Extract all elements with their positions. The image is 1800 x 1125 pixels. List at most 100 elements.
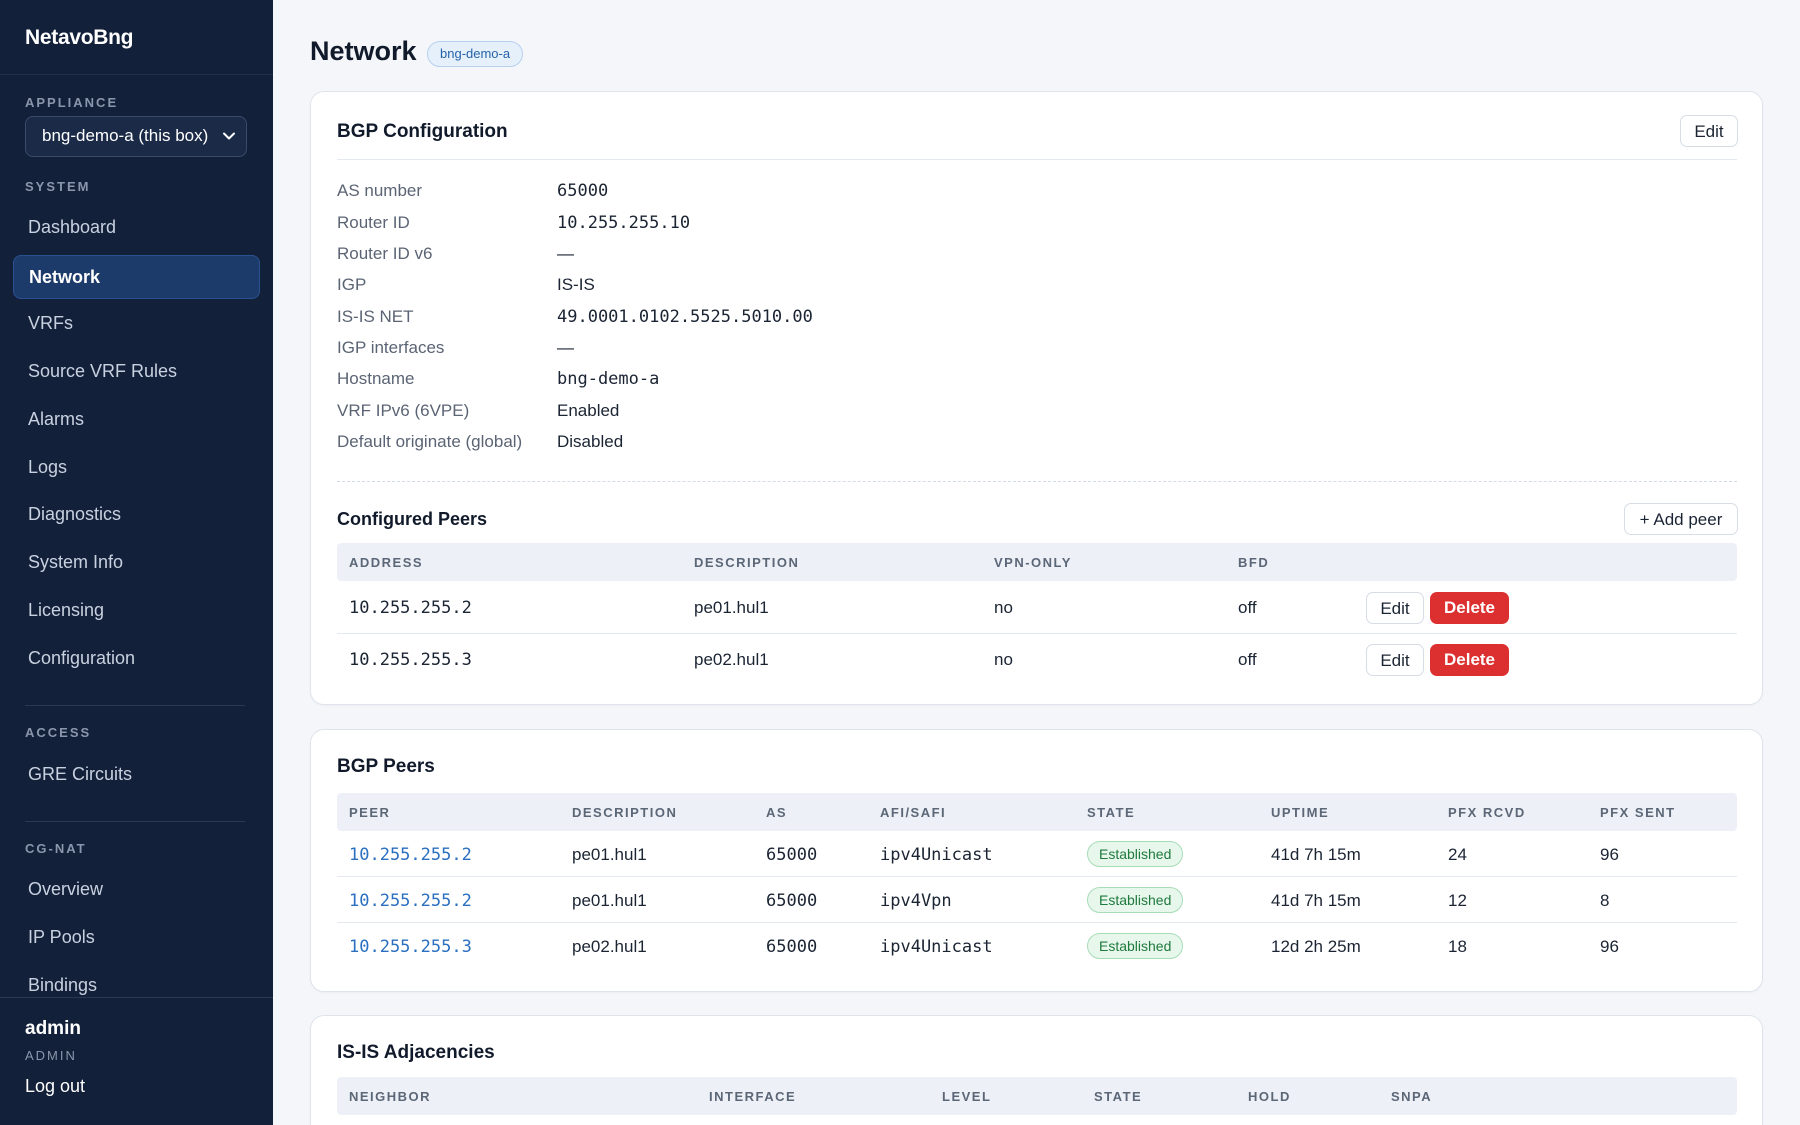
bgp-peers-title: BGP Peers [337, 756, 435, 777]
peer-uptime: 41d 7h 15m [1271, 845, 1361, 864]
edit-peer-button[interactable]: Edit [1366, 592, 1424, 624]
field-label: Router ID v6 [337, 244, 433, 263]
nav-alarms[interactable]: Alarms [28, 409, 85, 429]
column-header: ADDRESS [349, 555, 424, 570]
field-value: IS-IS [557, 275, 595, 294]
nav-gre-circuits[interactable]: GRE Circuits [28, 764, 133, 784]
column-header: AS [766, 805, 788, 820]
configured-peers-title: Configured Peers [337, 509, 488, 529]
bgp-config-card: BGP Configuration Edit AS number 65000 R… [310, 91, 1763, 705]
divider [0, 74, 273, 75]
peer-address: 10.255.255.3 [349, 650, 472, 670]
column-header: LEVEL [942, 1089, 992, 1104]
field-value: — [557, 338, 574, 357]
table-row: 10.255.255.2 pe01.hul1 65000 ipv4Vpn Est… [337, 877, 1737, 923]
column-header: PFX RCVD [1448, 805, 1526, 820]
isis-adjacencies-card: IS-IS Adjacencies NEIGHBOR INTERFACE LEV… [310, 1015, 1763, 1125]
field-label: IGP [337, 275, 367, 294]
divider [337, 159, 1737, 160]
peer-uptime: 41d 7h 15m [1271, 891, 1361, 910]
peer-uptime: 12d 2h 25m [1271, 937, 1361, 956]
column-header: VPN-ONLY [994, 555, 1072, 570]
peer-description: pe01.hul1 [572, 845, 647, 864]
peer-vpn-only: no [994, 598, 1013, 617]
user-name: admin [25, 1018, 81, 1039]
isis-adjacencies-title: IS-IS Adjacencies [337, 1042, 495, 1063]
column-header: NEIGHBOR [349, 1089, 432, 1104]
configured-peers-table-header: ADDRESS DESCRIPTION VPN-ONLY BFD [337, 543, 1737, 581]
peer-pfx-sent: 96 [1600, 845, 1619, 864]
bgp-config-title: BGP Configuration [337, 121, 508, 142]
delete-peer-button[interactable]: Delete [1430, 592, 1509, 624]
field-value: — [557, 244, 574, 263]
state-badge: Established [1087, 887, 1184, 913]
peer-pfx-rcvd: 12 [1448, 891, 1467, 910]
peer-pfx-rcvd: 24 [1448, 845, 1467, 864]
peer-bfd: off [1238, 650, 1257, 669]
column-header: STATE [1087, 805, 1136, 820]
nav-network[interactable]: Network [13, 255, 260, 299]
nav-dashboard[interactable]: Dashboard [28, 217, 117, 237]
nav-system-info[interactable]: System Info [28, 552, 124, 572]
peer-pfx-sent: 96 [1600, 937, 1619, 956]
column-header: AFI/SAFI [880, 805, 947, 820]
peer-description: pe02.hul1 [694, 650, 769, 669]
column-header: INTERFACE [709, 1089, 797, 1104]
appliance-select[interactable]: bng-demo-a (this box) [25, 116, 247, 157]
edit-bgp-config-button[interactable]: Edit [1680, 115, 1738, 147]
peer-description: pe02.hul1 [572, 937, 647, 956]
peer-vpn-only: no [994, 650, 1013, 669]
peer-afi-safi: ipv4Unicast [880, 937, 993, 957]
peer-pfx-rcvd: 18 [1448, 937, 1467, 956]
column-header: HOLD [1248, 1089, 1291, 1104]
field-value: 49.0001.0102.5525.5010.00 [557, 307, 813, 327]
section-divider [337, 481, 1737, 482]
nav-licensing[interactable]: Licensing [28, 600, 105, 620]
column-header: UPTIME [1271, 805, 1330, 820]
field-value: 10.255.255.10 [557, 213, 691, 233]
field-label: VRF IPv6 (6VPE) [337, 401, 470, 420]
edit-peer-button[interactable]: Edit [1366, 644, 1424, 676]
peer-bfd: off [1238, 598, 1257, 617]
nav-source-vrf-rules[interactable]: Source VRF Rules [28, 361, 178, 381]
peer-description: pe01.hul1 [572, 891, 647, 910]
nav-divider [25, 821, 245, 822]
bgp-peers-table-header: PEER DESCRIPTION AS AFI/SAFI STATE UPTIM… [337, 793, 1737, 831]
peer-as: 65000 [766, 845, 818, 865]
field-value: bng-demo-a [557, 369, 660, 389]
peer-as: 65000 [766, 937, 818, 957]
user-panel: admin ADMIN Log out [0, 997, 273, 1125]
column-header: SNPA [1391, 1089, 1433, 1104]
user-role: ADMIN [25, 1048, 77, 1063]
column-header: DESCRIPTION [694, 555, 800, 570]
brand-logo[interactable]: NetavoBng [25, 26, 134, 49]
peer-link[interactable]: 10.255.255.2 [349, 891, 472, 911]
nav-bindings[interactable]: Bindings [28, 975, 98, 995]
nav-diagnostics[interactable]: Diagnostics [28, 504, 122, 524]
field-label: AS number [337, 181, 423, 200]
delete-peer-button[interactable]: Delete [1430, 644, 1509, 676]
isis-table-header: NEIGHBOR INTERFACE LEVEL STATE HOLD SNPA [337, 1077, 1737, 1115]
column-header: PFX SENT [1600, 805, 1676, 820]
peer-link[interactable]: 10.255.255.3 [349, 937, 472, 957]
peer-afi-safi: ipv4Unicast [880, 845, 993, 865]
nav-logs[interactable]: Logs [28, 457, 68, 477]
add-peer-button[interactable]: + Add peer [1624, 503, 1738, 535]
nav-configuration[interactable]: Configuration [28, 648, 136, 668]
column-header: DESCRIPTION [572, 805, 678, 820]
peer-link[interactable]: 10.255.255.2 [349, 845, 472, 865]
field-value: Disabled [557, 432, 624, 451]
system-section-label: SYSTEM [25, 179, 91, 194]
table-row: 10.255.255.3 pe02.hul1 65000 ipv4Unicast… [337, 923, 1737, 969]
peer-address: 10.255.255.2 [349, 598, 472, 618]
nav-ip-pools[interactable]: IP Pools [28, 927, 95, 947]
appliance-section-label: APPLIANCE [25, 95, 119, 110]
logout-link[interactable]: Log out [25, 1076, 86, 1096]
cgnat-section-label: CG-NAT [25, 841, 87, 856]
table-row: 10.255.255.3 pe02.hul1 no off Edit Delet… [337, 634, 1737, 686]
appliance-select-value: bng-demo-a (this box) [42, 126, 209, 145]
nav-vrfs[interactable]: VRFs [28, 313, 73, 333]
sidebar: NetavoBng APPLIANCE bng-demo-a (this box… [0, 0, 273, 1125]
nav-cgnat-overview[interactable]: Overview [28, 879, 104, 899]
field-label: IGP interfaces [337, 338, 445, 357]
